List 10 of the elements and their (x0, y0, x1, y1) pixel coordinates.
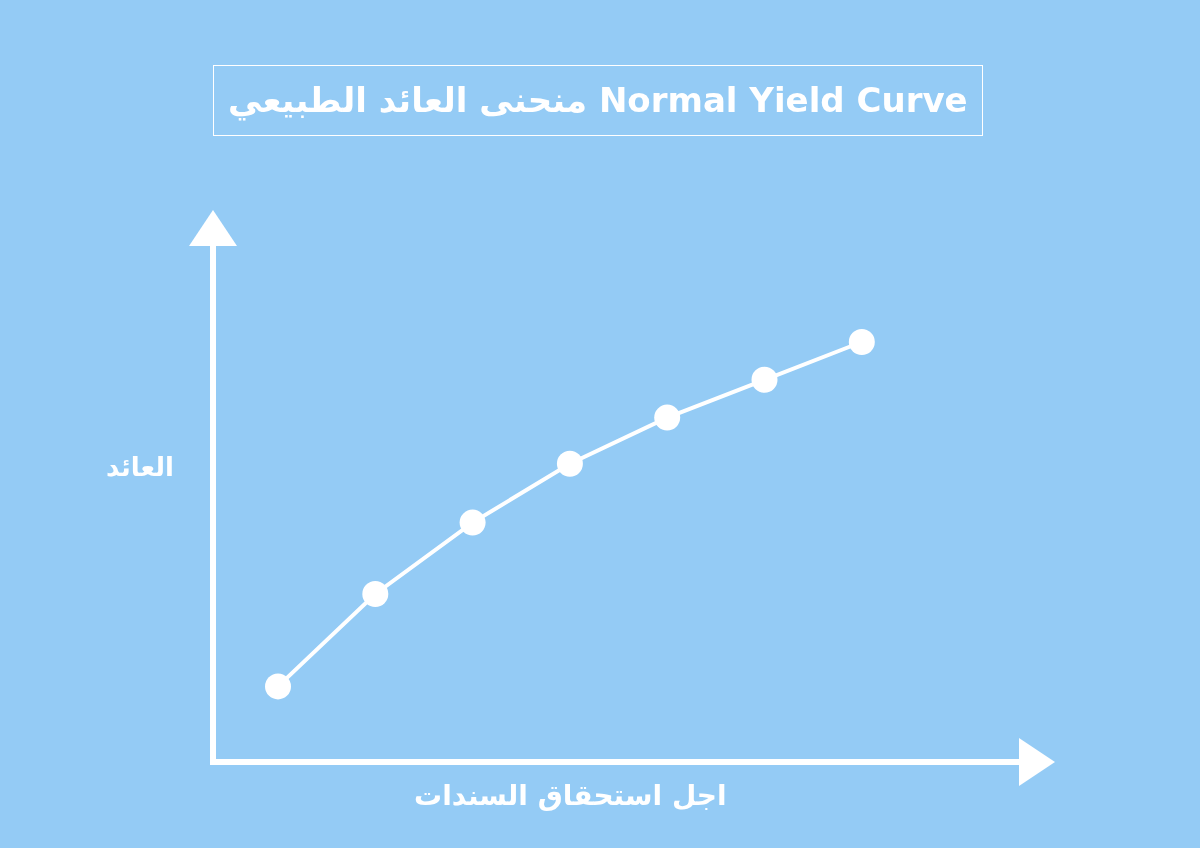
point (556, 450, 583, 477)
chart-title: منحنى العائد الطبيعي Normal Yield Curve (228, 80, 968, 121)
point (459, 509, 486, 536)
point (654, 404, 681, 431)
y-axis-title: العائد (106, 452, 174, 482)
point (362, 581, 389, 607)
point (265, 673, 291, 700)
x-axis-title: اجل استحقاق السندات (414, 779, 727, 812)
point (751, 366, 778, 393)
point (848, 329, 875, 355)
